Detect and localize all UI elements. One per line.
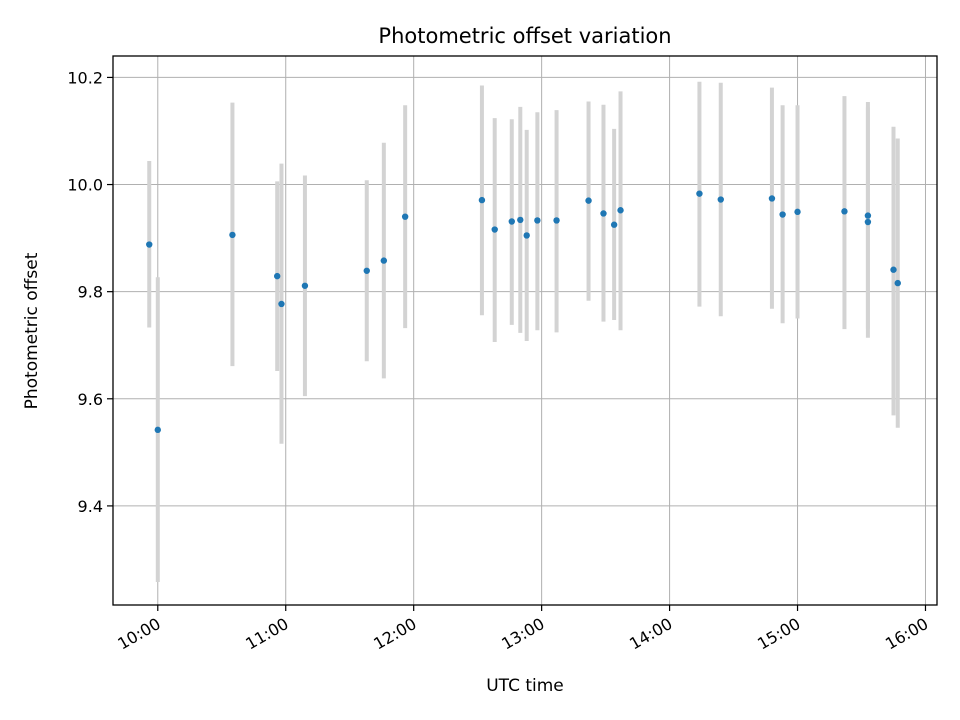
y-tick-label: 9.4 <box>78 497 103 516</box>
data-point <box>301 282 309 289</box>
data-point <box>534 217 541 224</box>
data-point <box>768 195 776 202</box>
data-point <box>600 210 607 217</box>
data-point <box>478 196 486 204</box>
data-point <box>864 218 872 226</box>
data-point <box>363 267 370 274</box>
data-points <box>146 190 901 434</box>
data-point <box>401 213 409 220</box>
data-point <box>274 272 281 280</box>
data-point <box>794 208 801 216</box>
data-point <box>617 207 624 214</box>
y-axis-label: Photometric offset <box>22 252 42 409</box>
chart-title: Photometric offset variation <box>378 24 671 48</box>
data-point <box>841 208 848 215</box>
y-tick-label: 10.0 <box>67 176 103 195</box>
data-point <box>278 300 285 308</box>
data-point <box>585 197 592 204</box>
data-point <box>696 190 703 197</box>
data-point <box>517 216 524 224</box>
data-point <box>491 226 498 233</box>
data-point <box>154 426 161 434</box>
y-tick-label: 10.2 <box>67 68 103 87</box>
y-axis-ticks: 9.4 9.6 9.8 10.0 10.2 <box>67 68 113 516</box>
data-point <box>610 221 618 228</box>
data-point <box>380 257 388 264</box>
data-point <box>523 232 530 239</box>
data-point <box>717 196 724 203</box>
data-point <box>864 212 872 219</box>
plot-frame <box>112 55 938 606</box>
x-axis-label: UTC time <box>486 676 564 696</box>
data-point <box>508 218 515 225</box>
data-point <box>553 217 560 224</box>
data-point <box>779 211 786 218</box>
y-tick-label: 9.8 <box>78 283 103 302</box>
y-tick-label: 9.6 <box>78 390 103 409</box>
data-point <box>146 241 153 248</box>
data-point <box>894 279 901 287</box>
data-point <box>229 231 236 239</box>
data-point <box>890 266 897 273</box>
